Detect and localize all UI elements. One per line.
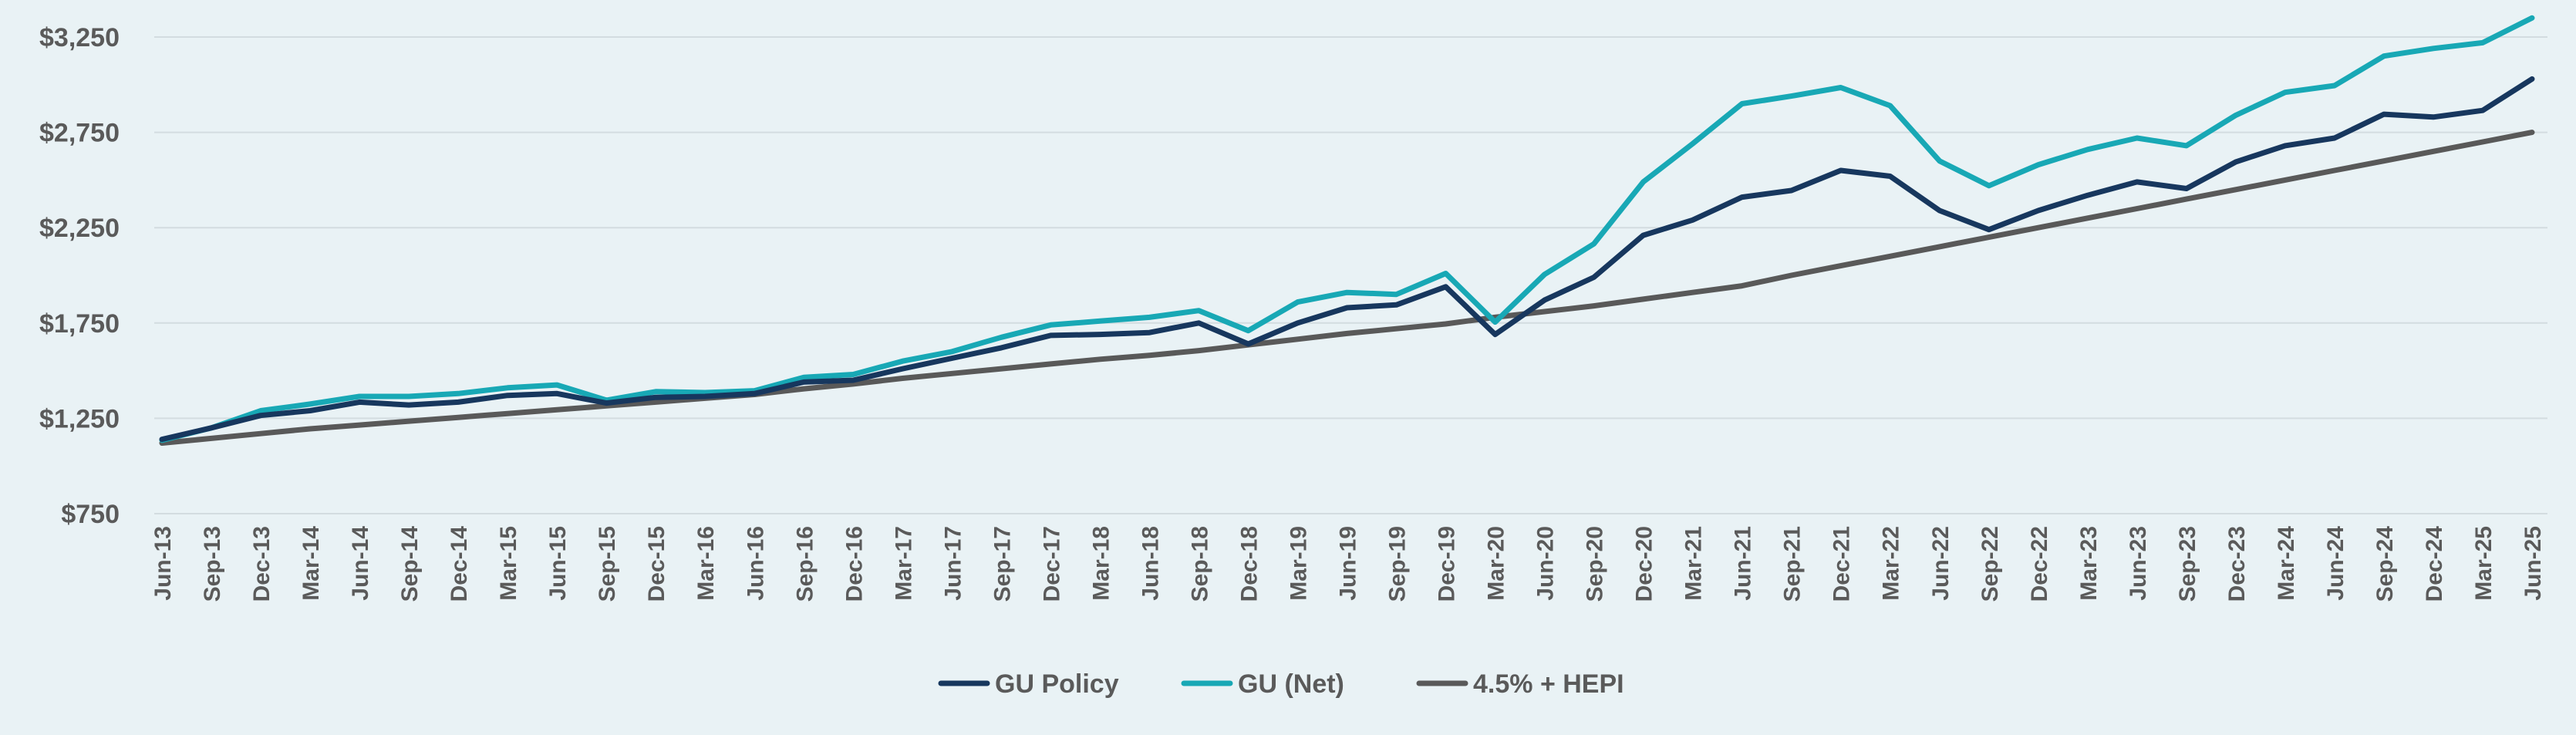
series-lines — [159, 15, 2535, 446]
x-tick-label: Jun-14 — [348, 526, 373, 601]
gridlines — [154, 36, 2547, 514]
x-tick-label: Mar-19 — [1286, 526, 1311, 601]
x-tick-label: Dec-14 — [447, 526, 472, 602]
x-tick-label: Sep-15 — [595, 526, 620, 602]
x-tick-label: Dec-20 — [1632, 526, 1657, 602]
x-tick-label: Mar-16 — [693, 526, 719, 601]
x-tick-label: Jun-23 — [2126, 526, 2151, 601]
legend-item: GU Policy — [938, 669, 1119, 699]
x-tick-label: Sep-23 — [2175, 526, 2200, 602]
x-axis: Jun-13 Sep-13 Dec-13 Mar-14 Jun-14 Sep-14 Dec-… — [150, 526, 2546, 602]
x-tick-label: Jun-15 — [545, 526, 571, 601]
x-tick-label: Mar-15 — [496, 526, 521, 601]
y-tick-label: $750 — [61, 500, 120, 529]
x-tick-label: Dec-18 — [1236, 526, 1262, 602]
x-tick-label: Jun-16 — [743, 526, 768, 601]
x-tick-label: Jun-18 — [1138, 526, 1163, 601]
legend-label: 4.5% + HEPI — [1473, 669, 1624, 699]
x-tick-label: Sep-18 — [1187, 526, 1212, 602]
x-tick-label: Dec-21 — [1829, 526, 1855, 602]
x-tick-label: Jun-22 — [1928, 526, 1954, 601]
x-tick-label: Dec-17 — [1039, 526, 1064, 602]
y-tick-label: $3,250 — [39, 23, 120, 52]
x-tick-label: Jun-20 — [1533, 526, 1559, 601]
x-tick-label: Mar-24 — [2274, 526, 2299, 601]
x-tick-label: Dec-16 — [841, 526, 867, 602]
x-tick-label: Sep-21 — [1780, 526, 1806, 602]
x-tick-label: Sep-16 — [792, 526, 818, 602]
x-tick-label: Mar-21 — [1681, 526, 1707, 601]
y-tick-label: $1,250 — [39, 404, 120, 433]
y-tick-label: $2,250 — [39, 214, 120, 243]
x-tick-label: Mar-17 — [891, 526, 916, 601]
x-tick-label: Jun-24 — [2323, 526, 2348, 601]
y-tick-label: $1,750 — [39, 309, 120, 339]
x-tick-label: Dec-15 — [644, 526, 669, 602]
x-tick-label: Sep-13 — [200, 526, 225, 602]
x-tick-label: Mar-23 — [2076, 526, 2102, 601]
x-tick-label: Dec-13 — [249, 526, 275, 602]
x-tick-label: Sep-20 — [1583, 526, 1608, 602]
legend-label: GU (Net) — [1238, 669, 1344, 699]
x-tick-label: Sep-14 — [397, 526, 423, 602]
x-tick-label: Sep-22 — [1978, 526, 2003, 602]
x-tick-label: Jun-21 — [1731, 526, 1756, 601]
x-tick-label: Dec-24 — [2422, 526, 2447, 602]
x-tick-label: Dec-19 — [1435, 526, 1460, 602]
y-tick-label: $2,750 — [39, 119, 120, 148]
x-tick-label: Mar-18 — [1088, 526, 1114, 601]
legend-label: GU Policy — [995, 669, 1119, 699]
x-tick-label: Mar-22 — [1879, 526, 1904, 601]
legend: GU Policy GU (Net) 4.5% + HEPI — [938, 669, 1624, 699]
series-line-gu-policy — [159, 76, 2535, 443]
x-tick-label: Sep-19 — [1385, 526, 1411, 602]
series-line-gu-net — [159, 15, 2535, 443]
x-tick-label: Mar-14 — [298, 526, 324, 601]
y-axis: $750 $1,250 $1,750 $2,250 $2,750 $3,250 — [39, 23, 120, 529]
x-tick-label: Jun-13 — [150, 526, 176, 601]
x-tick-label: Jun-19 — [1336, 526, 1361, 601]
x-tick-label: Mar-20 — [1484, 526, 1509, 601]
series-line-4-5-hepi — [159, 130, 2535, 446]
x-tick-label: Dec-22 — [2027, 526, 2052, 602]
legend-item: GU (Net) — [1181, 669, 1344, 699]
x-tick-label: Dec-23 — [2224, 526, 2250, 602]
x-tick-label: Jun-25 — [2520, 526, 2546, 601]
legend-item: 4.5% + HEPI — [1416, 669, 1624, 699]
x-tick-label: Sep-24 — [2372, 526, 2398, 602]
x-tick-label: Mar-25 — [2471, 526, 2497, 601]
x-tick-label: Sep-17 — [990, 526, 1015, 602]
x-tick-label: Jun-17 — [940, 526, 966, 601]
